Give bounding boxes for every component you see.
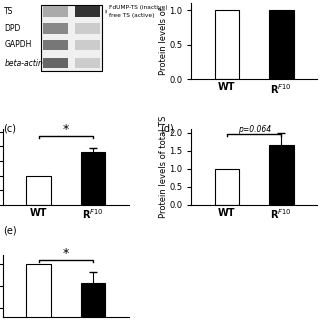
Bar [269,145,294,205]
Y-axis label: Protein levels of total TS: Protein levels of total TS [159,116,168,218]
Bar [41,5,102,71]
Text: GAPDH: GAPDH [4,40,32,49]
Text: (c): (c) [3,123,16,133]
Bar [269,10,294,79]
Text: *: * [63,247,69,260]
Text: (e): (e) [3,226,17,236]
Bar [43,40,68,50]
Text: free TS (active): free TS (active) [108,13,154,18]
Bar [26,176,51,205]
Bar [81,152,106,205]
Text: p=0.064: p=0.064 [237,125,271,134]
Bar [43,23,68,34]
Bar [75,6,100,17]
Bar [43,6,68,17]
Text: *: * [63,123,69,136]
Text: DPD: DPD [4,24,21,33]
Text: (d): (d) [160,123,174,133]
Bar [81,283,106,320]
Bar [75,23,100,34]
Text: TS: TS [4,7,14,16]
Bar [214,10,239,79]
Text: beta-actin: beta-actin [4,59,43,68]
Bar [214,169,239,205]
Text: FdUMP-TS (inactive): FdUMP-TS (inactive) [108,5,167,10]
Bar [43,58,68,68]
Bar [75,40,100,50]
Bar [26,264,51,320]
Bar [75,58,100,68]
Y-axis label: Protein levels of: Protein levels of [159,7,168,75]
